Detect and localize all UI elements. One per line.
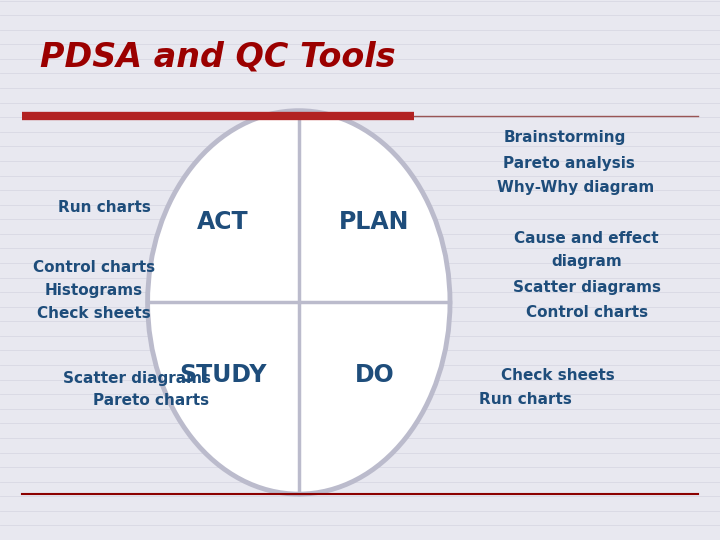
Text: Control charts: Control charts [32,260,155,275]
Ellipse shape [148,111,450,494]
Text: Pareto charts: Pareto charts [93,393,210,408]
Text: Why-Why diagram: Why-Why diagram [498,180,654,195]
Text: Control charts: Control charts [526,305,648,320]
Text: Cause and effect: Cause and effect [515,231,659,246]
Text: PDSA and QC Tools: PDSA and QC Tools [40,40,395,73]
Text: Run charts: Run charts [58,200,150,215]
Text: Brainstorming: Brainstorming [504,130,626,145]
Text: Scatter diagrams: Scatter diagrams [63,370,211,386]
Text: DO: DO [354,363,395,387]
Text: STUDY: STUDY [179,363,267,387]
Text: diagram: diagram [552,254,622,269]
Text: PLAN: PLAN [339,210,410,234]
Text: Pareto analysis: Pareto analysis [503,156,635,171]
Text: Check sheets: Check sheets [501,368,615,383]
Text: Histograms: Histograms [45,283,143,298]
Text: Run charts: Run charts [480,392,572,407]
Text: Check sheets: Check sheets [37,306,150,321]
Text: ACT: ACT [197,210,249,234]
Text: Scatter diagrams: Scatter diagrams [513,280,661,295]
